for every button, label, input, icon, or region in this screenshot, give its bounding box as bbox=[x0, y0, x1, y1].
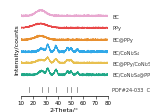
Text: BC/CoNi₂S₄: BC/CoNi₂S₄ bbox=[112, 50, 139, 55]
Text: PPy: PPy bbox=[112, 26, 121, 31]
Text: PDF#24-033  CoNi₂S₄: PDF#24-033 CoNi₂S₄ bbox=[112, 87, 150, 92]
Text: BC@PPy/CoNi₂S₄: BC@PPy/CoNi₂S₄ bbox=[112, 61, 150, 66]
X-axis label: 2-Theta/°: 2-Theta/° bbox=[50, 107, 79, 112]
Text: BC/CoNi₂S₄@PPy: BC/CoNi₂S₄@PPy bbox=[112, 73, 150, 78]
Text: BC: BC bbox=[112, 14, 119, 19]
Y-axis label: Intensity/counts: Intensity/counts bbox=[15, 24, 20, 74]
Text: BC@PPy: BC@PPy bbox=[112, 38, 133, 43]
